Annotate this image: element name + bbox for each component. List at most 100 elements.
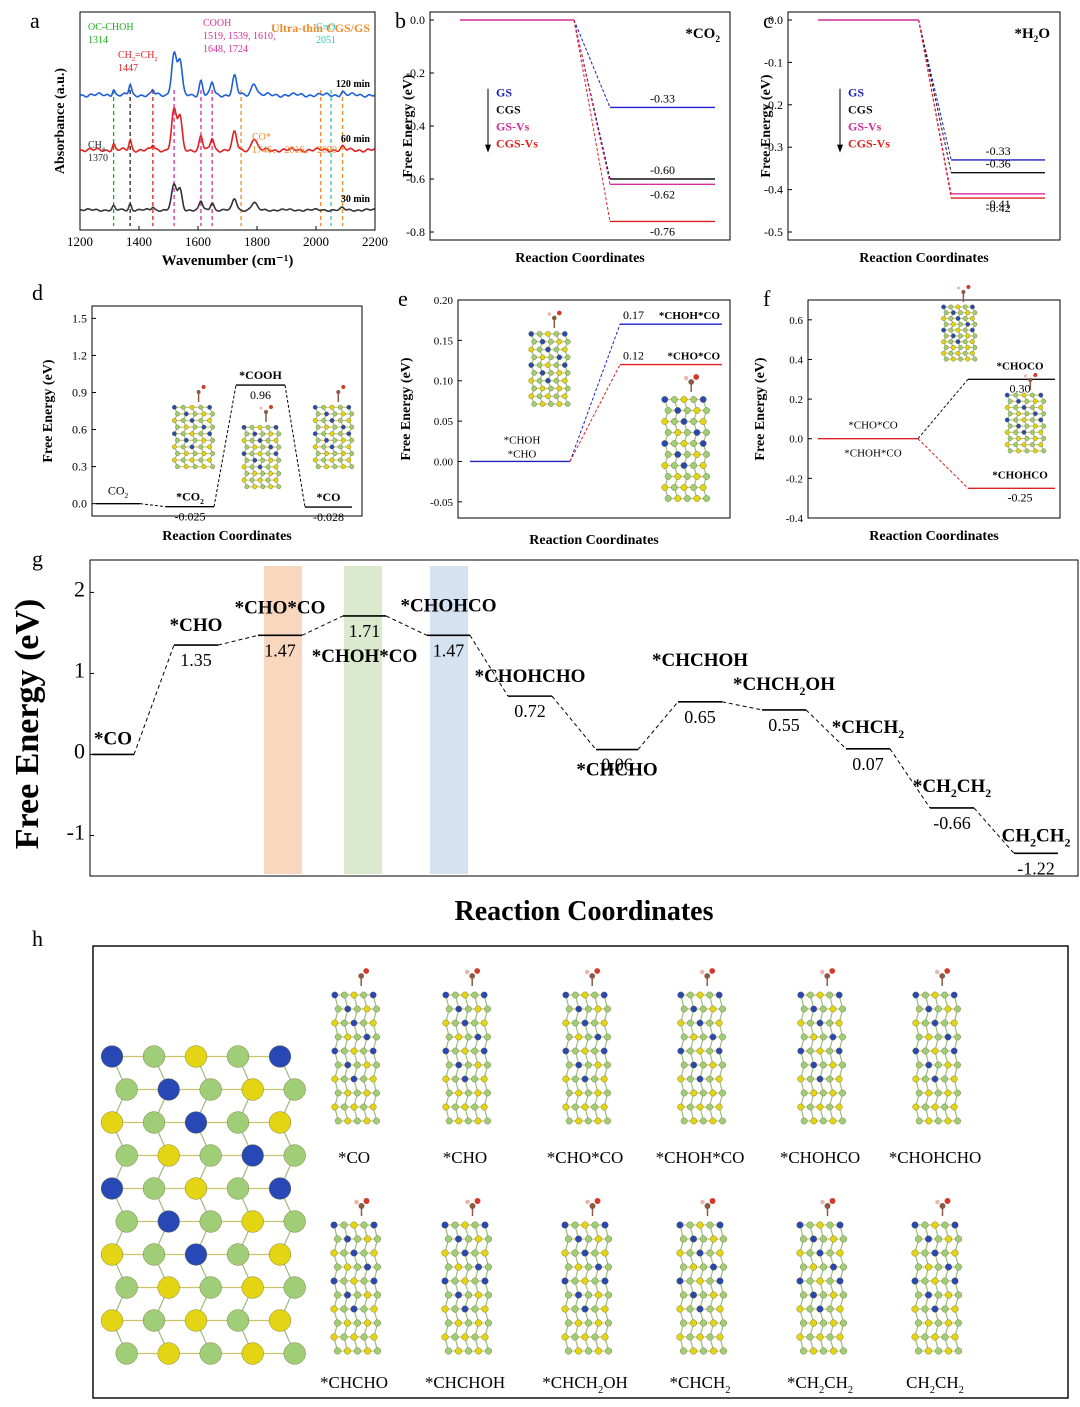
structure-label: *CH2CH2 [787, 1373, 853, 1396]
y-tick-label: 0.6 [72, 423, 87, 437]
structure-cho-co [661, 374, 710, 502]
y-tick-label: 1 [74, 657, 85, 682]
annotation-label: C≡O [316, 22, 336, 33]
legend-entry: CGS-Vs [848, 137, 890, 151]
step-name: *CH2CH2 [913, 776, 991, 800]
transition-line [917, 378, 969, 440]
structure-label: CH2CH2 [906, 1373, 964, 1396]
transition-line [917, 438, 969, 489]
y-tick-label: 0.20 [434, 295, 454, 307]
x-tick-label: 2000 [303, 234, 329, 249]
step-name: *COOH [239, 368, 282, 382]
step-name: *CHOH*CO [312, 646, 418, 667]
y-tick-label: -0.8 [406, 225, 425, 239]
start-label: *CHO*CO [848, 420, 898, 432]
level-value: -0.33 [986, 144, 1011, 158]
step-name: *CHCHOH [652, 650, 748, 671]
spectrum-line [79, 107, 376, 153]
legend-arrow-head [837, 144, 843, 153]
y-tick-label: 0.05 [434, 416, 454, 428]
structure-co [312, 385, 355, 470]
step-value: 1.47 [264, 640, 296, 660]
structure-label: *CHOHCHO [889, 1148, 982, 1167]
step-value: 1.71 [349, 621, 381, 641]
step-value: 0.55 [768, 715, 800, 735]
level-value: 0.30 [1010, 381, 1031, 395]
transition-line [139, 503, 167, 508]
step-value: 0.07 [852, 754, 884, 774]
y-tick-label: -0.4 [786, 513, 804, 525]
step-name: *CHO [170, 615, 223, 636]
x-axis-label: Reaction Coordinates [515, 251, 645, 266]
step-name: CH2CH2 [1002, 825, 1071, 849]
y-tick-label: 0.4 [789, 354, 803, 366]
step-value: -0.025 [175, 510, 206, 524]
level-value: -0.41 [986, 197, 1011, 211]
x-tick-label: 1600 [185, 234, 211, 249]
panel-d: 0.0 0.3 0.6 0.9 1.2 1.5 Reaction Coordinates Fr… [41, 305, 363, 544]
step-name: *CHCH2 [832, 717, 905, 741]
transition-line [217, 634, 259, 646]
transition-line [918, 19, 952, 161]
annotation-value: 1519, 1539, 1610, [203, 31, 276, 42]
y-tick-label: 0 [74, 738, 85, 763]
transition-line [573, 19, 611, 185]
structure-label: *CHCHO [320, 1373, 388, 1392]
y-tick-label: 0.0 [410, 13, 425, 27]
annotation-value: 1314 [88, 35, 108, 46]
y-axis-label: Free Energy (eV) [759, 74, 774, 177]
spectrum-line [79, 182, 375, 213]
level-value: -0.42 [986, 201, 1011, 215]
y-tick-label: 1.5 [72, 311, 87, 325]
x-axis-label: Wavenumber (cm⁻¹) [162, 253, 294, 269]
annotation-value: 1447 [118, 63, 138, 74]
start-label: *CHOH [504, 434, 541, 446]
step-value: 0.65 [684, 707, 716, 727]
y-axis-label: Absorbance (a.u.) [53, 68, 68, 175]
transition-line [973, 807, 1015, 854]
legend-arrow-head [485, 144, 491, 153]
y-tick-label: -0.4 [764, 183, 783, 197]
structure-label: *CHO [443, 1148, 487, 1167]
y-tick-label: 1.2 [72, 348, 87, 362]
x-tick-label: 1800 [244, 234, 270, 249]
step-value: -0.66 [933, 813, 971, 833]
annotation-value: 2051 [316, 35, 336, 46]
chart-title: *H2O [1015, 26, 1051, 45]
transition-line [721, 701, 763, 711]
adsorbate-structure [677, 968, 726, 1125]
panel-letter-a: a [30, 8, 40, 33]
legend-entry: GS [496, 86, 512, 100]
transition-line [213, 384, 237, 507]
legend-entry: CGS [848, 103, 873, 117]
level-name: *CHOCO [996, 360, 1044, 372]
series-label: 60 min [341, 134, 371, 145]
transition-line [133, 644, 175, 755]
structure-label: *CHO*CO [547, 1148, 624, 1167]
adsorbate-structure [441, 1198, 493, 1355]
annotation-label: CH2=CH2 [118, 50, 158, 63]
level-value: 0.17 [623, 308, 644, 322]
step-name: *CO [94, 728, 132, 749]
structure-choh [528, 310, 571, 407]
y-tick-label: 0.00 [434, 456, 454, 468]
chart-title: *CO2 [685, 26, 720, 45]
y-tick-label: 0.3 [72, 460, 87, 474]
plot-frame [91, 305, 363, 517]
x-axis-label: Reaction Coordinates [529, 533, 659, 548]
annotation-label: OC-CHOH [88, 22, 134, 33]
highlight-band [264, 566, 302, 874]
legend-entry: CGS-Vs [496, 137, 538, 151]
step-name: *CHCHO [576, 760, 657, 781]
x-tick-label: 2200 [362, 234, 388, 249]
y-tick-label: -0.2 [406, 66, 425, 80]
structure-label: *CHOHCO [780, 1148, 860, 1167]
transition-line [385, 615, 428, 636]
panel-a: 1200 1400 1600 1800 2000 2200 Wavenumber (cm⁻¹… [53, 11, 388, 269]
structure-co2 [171, 385, 216, 470]
structure-cooh [241, 405, 282, 490]
transition-line [918, 19, 952, 173]
transition-line [573, 19, 611, 108]
structure-chohco [1004, 373, 1047, 454]
step-value: -1.22 [1017, 858, 1055, 878]
